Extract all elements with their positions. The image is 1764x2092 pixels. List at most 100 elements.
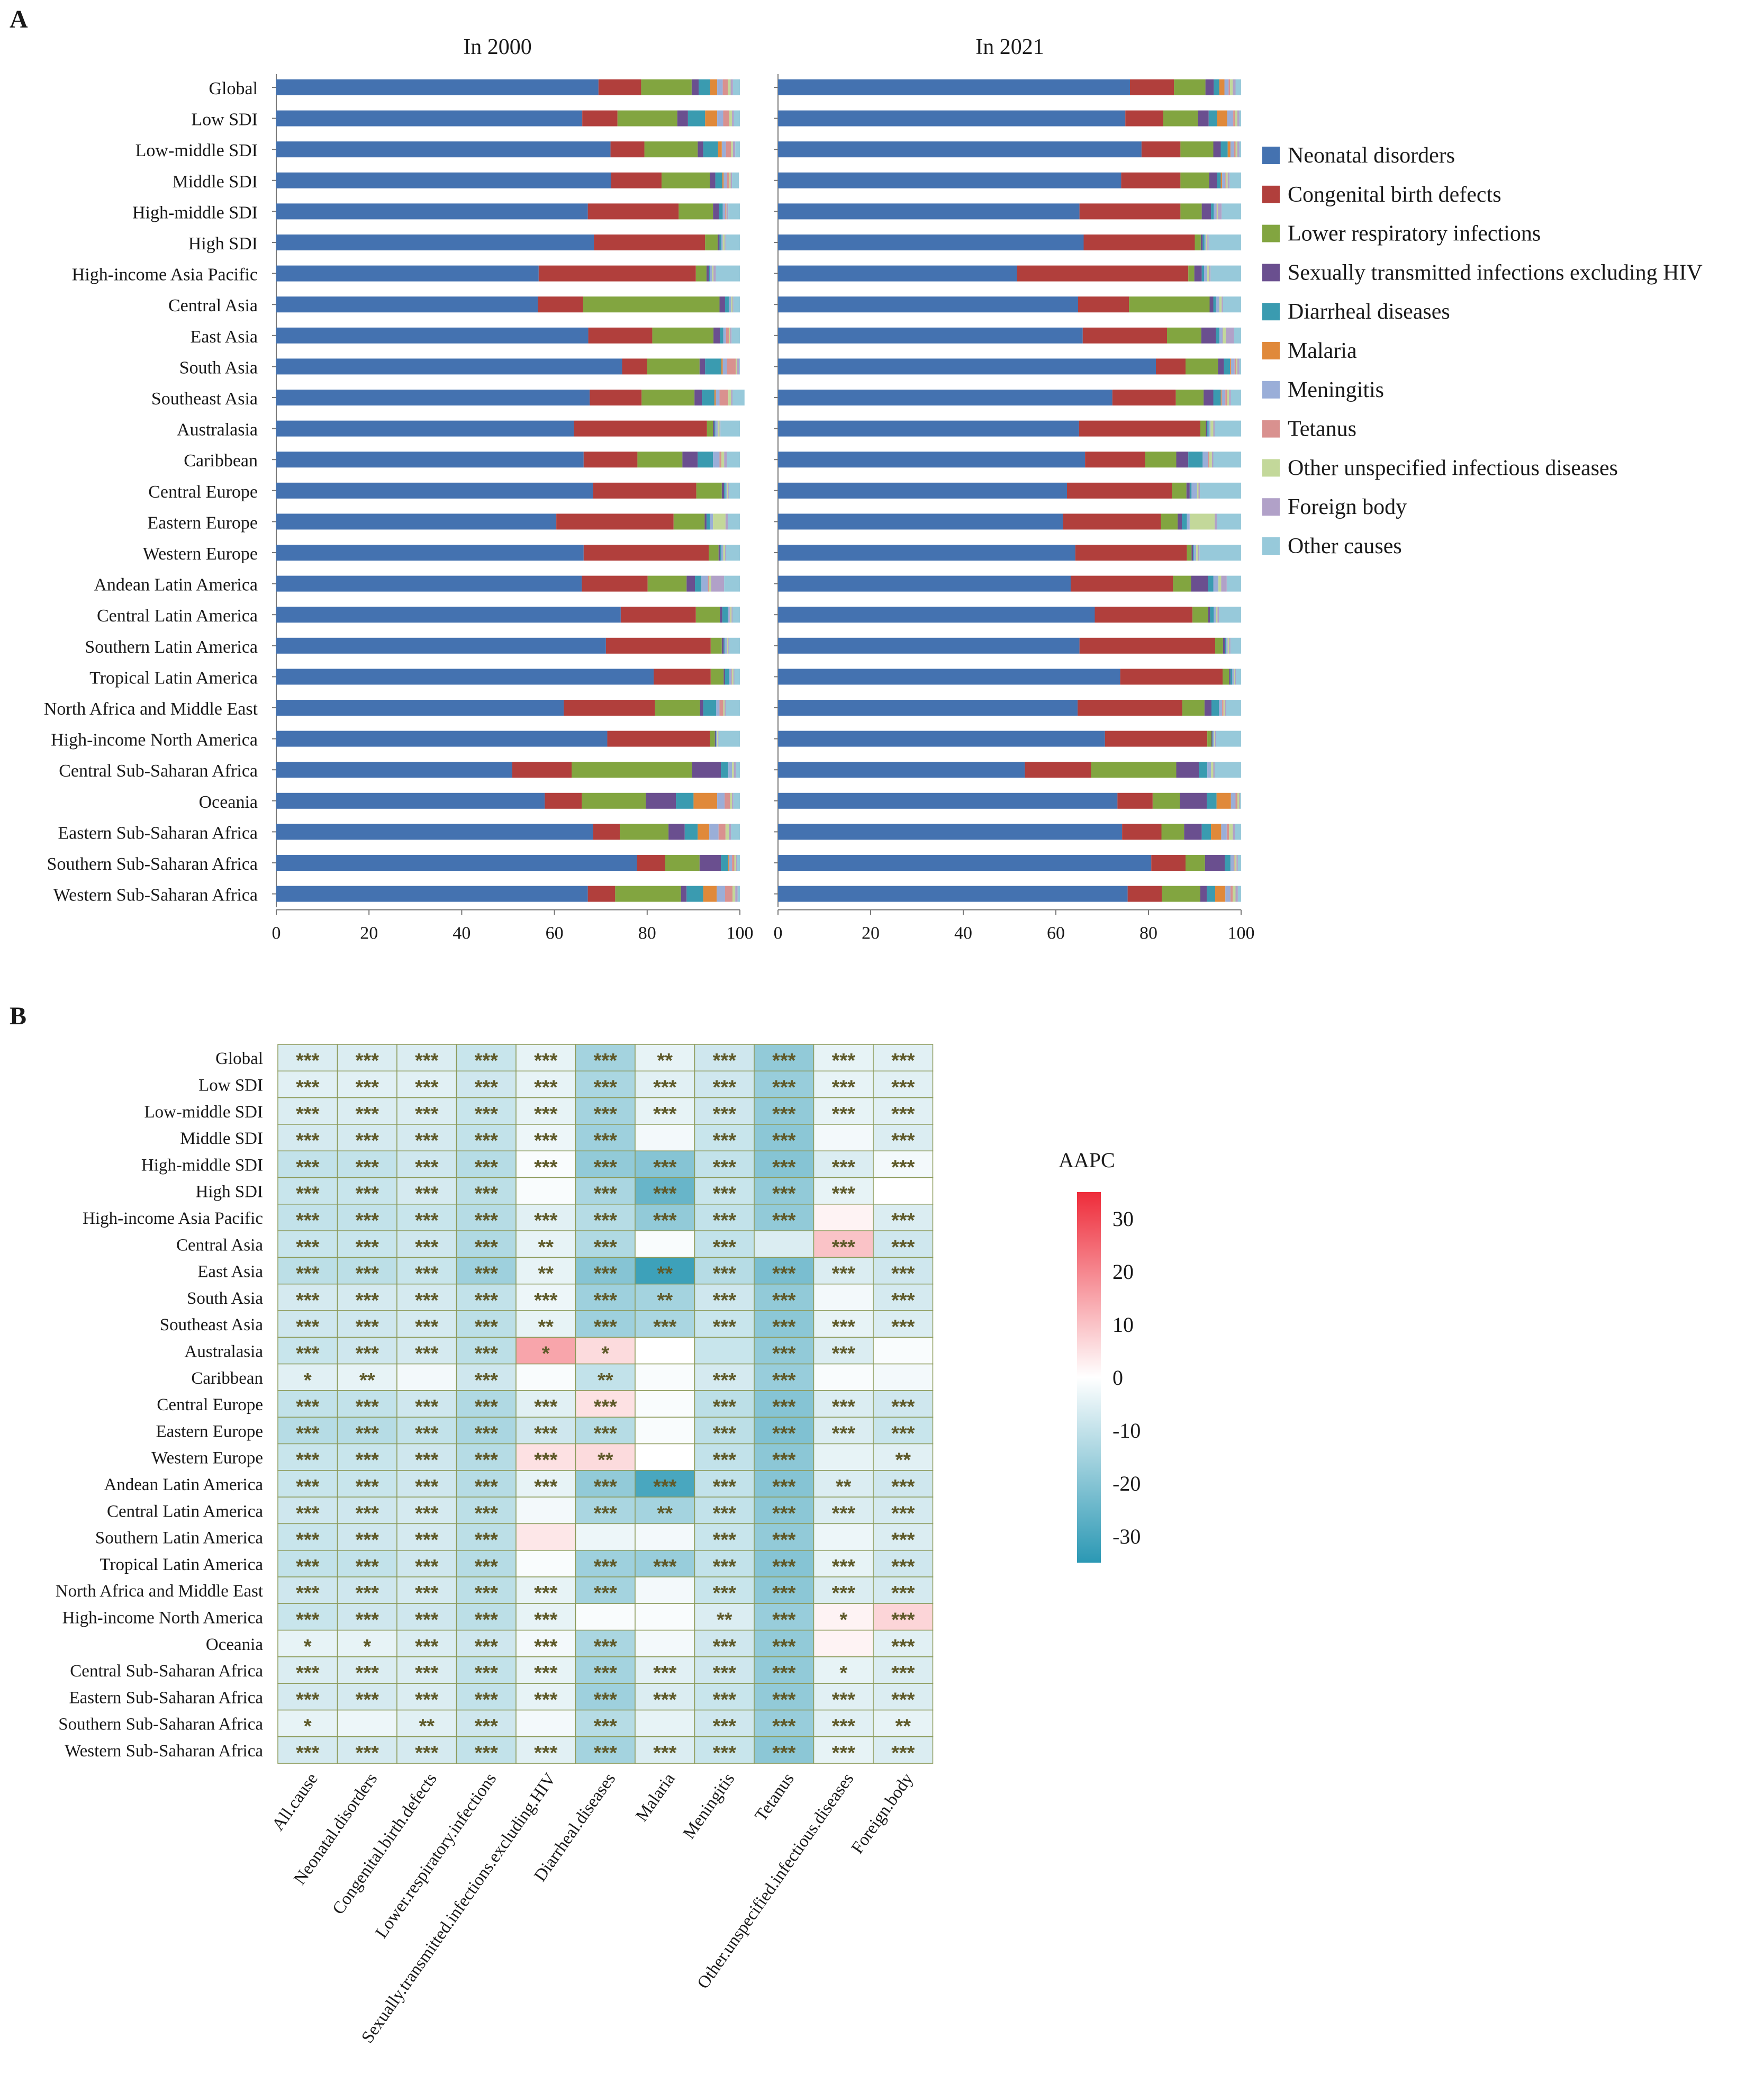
bar-eastern-europe-sexually-transmitted-infections-excluding-hiv [1178,513,1182,530]
bar-oceania-sexually-transmitted-infections-excluding-hiv [1180,792,1207,809]
bar-high-middle-sdi-tetanus [725,203,726,220]
bar-western-sub-saharan-africa-tetanus [1230,886,1233,902]
bar-high-sdi-other-causes [1208,235,1241,250]
heatmap-cell-south-asia-malaria [635,1283,695,1311]
bar-south-asia-congenital-birth-defects [1156,358,1186,375]
heatmap-cell-western-europe-malaria [635,1443,695,1471]
heatmap-significance: *** [296,1609,320,1631]
heatmap-significance: *** [772,1556,796,1578]
row-label-eastern-sub-saharan-africa: Eastern Sub-Saharan Africa [58,823,258,843]
bar-high-income-asia-pacific-lower-respiratory-infections [1188,265,1195,282]
bar-caribbean-other-unspecified-infectious-diseases [1209,452,1212,468]
bar-southern-sub-saharan-africa-tetanus [732,855,735,871]
heatmap-cell-east-asia-other-unspecified-infectious-diseases [813,1257,874,1285]
row-label-southern-latin-america: Southern Latin America [85,637,258,657]
bar-south-asia-other-causes [1239,358,1241,375]
bar-south-asia-neonatal-disorders [778,358,1156,375]
bar-low-sdi-malaria [1217,110,1227,127]
heatmap-significance: *** [653,1689,677,1711]
bar-high-income-north-america-congenital-birth-defects [1105,731,1208,747]
bar-western-sub-saharan-africa-lower-respiratory-infections [615,886,681,902]
heatmap-cell-high-sdi-meningitis [694,1177,755,1205]
bar-central-sub-saharan-africa-meningitis [728,762,732,778]
heatmap-significance: *** [356,1556,379,1578]
heatmap-significance: *** [534,1050,558,1072]
bar-south-asia-diarrheal-diseases [705,358,721,375]
heatmap-significance: *** [356,1236,379,1258]
bar-western-sub-saharan-africa-other-unspecified-infectious-diseases [1233,886,1236,902]
bar-low-sdi-lower-respiratory-infections [617,110,677,127]
heatmap-cell-central-europe-tetanus [754,1390,815,1418]
heatmap-significance: *** [296,1050,320,1072]
row-label-high-income-asia-pacific: High-income Asia Pacific [72,265,258,285]
heatmap-row-label-high-income-north-america: High-income North America [62,1608,264,1627]
bar-central-latin-america-other-unspecified-infectious-diseases [1216,607,1218,623]
bar-high-income-north-america-foreign-body [1215,731,1216,747]
heatmap-significance: *** [534,1689,558,1711]
heatmap-significance: *** [713,1636,737,1658]
bar-low-middle-sdi-sexually-transmitted-infections-excluding-hiv [1213,141,1221,158]
bar-central-asia-foreign-body [1222,296,1223,313]
bar-north-africa-and-middle-east-other-causes [1226,700,1241,716]
bar-western-europe-other-unspecified-infectious-diseases [1196,545,1198,561]
heatmap-significance: *** [772,1609,796,1631]
bar-central-asia-neonatal-disorders [778,296,1078,313]
bar-southern-sub-saharan-africa-neonatal-disorders [778,855,1152,871]
bar-southeast-asia-tetanus [719,390,729,405]
bar-central-asia-diarrheal-diseases [1213,296,1216,313]
heatmap-cell-eastern-sub-saharan-africa-foreign-body [873,1683,934,1711]
bar-high-sdi-other-unspecified-infectious-diseases [722,235,725,250]
heatmap-significance: *** [475,1556,499,1578]
heatmap-significance: *** [356,1582,379,1604]
bar-southeast-asia-diarrheal-diseases [1213,390,1221,405]
bar-southern-latin-america-meningitis [725,637,727,654]
row-label-central-sub-saharan-africa: Central Sub-Saharan Africa [59,761,258,781]
heatmap-significance: *** [296,1076,320,1098]
bar-eastern-europe-neonatal-disorders [276,513,557,530]
legend-swatch-meningitis [1262,381,1280,399]
heatmap-cell-southern-sub-saharan-africa-tetanus [754,1709,815,1737]
heatmap-cell-australasia-meningitis [694,1337,755,1365]
bar-southern-latin-america-congenital-birth-defects [605,637,711,654]
row-label-high-sdi: High SDI [188,234,258,254]
heatmap-significance: *** [534,1076,558,1098]
x-tick-label: 40 [954,924,972,943]
bar-high-income-asia-pacific-diarrheal-diseases [709,265,710,282]
bar-southeast-asia-foreign-body [731,390,732,405]
heatmap-significance: *** [594,1076,618,1098]
heatmap-significance: *** [594,1396,618,1418]
heatmap-cell-central-asia-malaria [635,1230,695,1258]
heatmap-significance: *** [475,1290,499,1312]
heatmap-significance: ** [657,1050,673,1072]
heatmap-significance: *** [713,1369,737,1392]
bar-south-asia-tetanus [1234,358,1236,375]
bar-low-middle-sdi-diarrheal-diseases [703,141,718,158]
bar-oceania-lower-respiratory-infections [582,792,646,809]
bar-low-sdi-other-unspecified-infectious-diseases [1235,110,1237,127]
bar-caribbean-other-unspecified-infectious-diseases [721,452,725,468]
heatmap-significance: *** [475,1076,499,1098]
bar-southern-latin-america-foreign-body [1229,637,1231,654]
heatmap-row-label-southern-latin-america: Southern Latin America [95,1529,263,1548]
bar-eastern-sub-saharan-africa-diarrheal-diseases [1201,824,1211,840]
heatmap-row-label-high-income-asia-pacific: High-income Asia Pacific [83,1209,263,1228]
heatmap-cell-western-sub-saharan-africa-all-cause [277,1736,338,1764]
heatmap-significance: *** [475,1156,499,1178]
legend-label-malaria: Malaria [1288,339,1357,363]
heatmap-significance: *** [713,1476,737,1498]
bar-low-middle-sdi-tetanus [726,141,731,158]
heatmap-cell-southern-sub-saharan-africa-all-cause [277,1709,338,1737]
bar-central-latin-america-foreign-body [1217,607,1219,623]
heatmap-significance: *** [713,1582,737,1604]
heatmap-significance: *** [832,1422,856,1445]
heatmap-row-label-tropical-latin-america: Tropical Latin America [99,1555,263,1574]
bar-low-sdi-foreign-body [1237,110,1240,127]
bar-low-sdi-congenital-birth-defects [1125,110,1163,127]
bar-south-asia-neonatal-disorders [276,358,622,375]
heatmap-significance: *** [356,1076,379,1098]
heatmap-cell-andean-latin-america-malaria [635,1470,695,1498]
heatmap-cell-australasia-malaria [635,1337,695,1365]
bar-low-middle-sdi-neonatal-disorders [276,141,611,158]
bar-central-sub-saharan-africa-sexually-transmitted-infections-excluding-hiv [692,762,721,778]
bar-global-congenital-birth-defects [598,79,641,95]
